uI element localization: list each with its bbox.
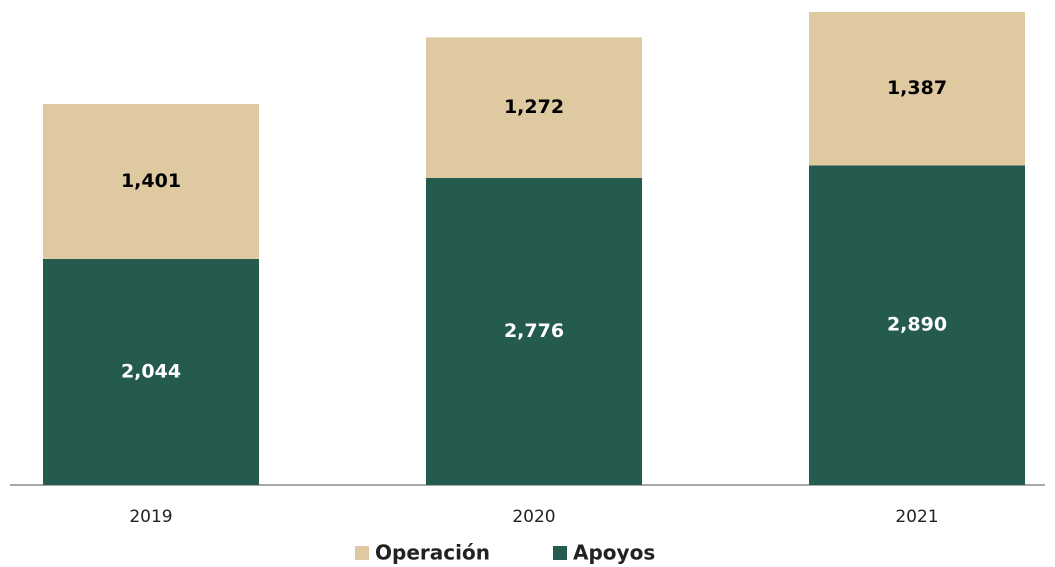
x-tick-label: 2020 (512, 507, 555, 527)
legend-swatch (355, 546, 369, 560)
data-label: 2,890 (887, 314, 947, 336)
bar-segment (43, 104, 259, 259)
bar-segment (809, 165, 1025, 486)
data-label: 1,272 (504, 96, 564, 118)
data-label: 2,776 (504, 320, 564, 342)
legend-swatch (553, 546, 567, 560)
x-tick-label: 2021 (895, 507, 938, 527)
bar-segment (426, 177, 642, 485)
bar-segment (426, 37, 642, 178)
bar-segment (43, 258, 259, 485)
data-label: 2,044 (121, 360, 181, 382)
bar-segment (809, 12, 1025, 166)
legend-label: Apoyos (573, 541, 655, 565)
x-tick-label: 2019 (129, 507, 172, 527)
data-label: 1,387 (887, 77, 947, 99)
legend-label: Operación (375, 541, 490, 565)
data-label: 1,401 (121, 170, 181, 192)
